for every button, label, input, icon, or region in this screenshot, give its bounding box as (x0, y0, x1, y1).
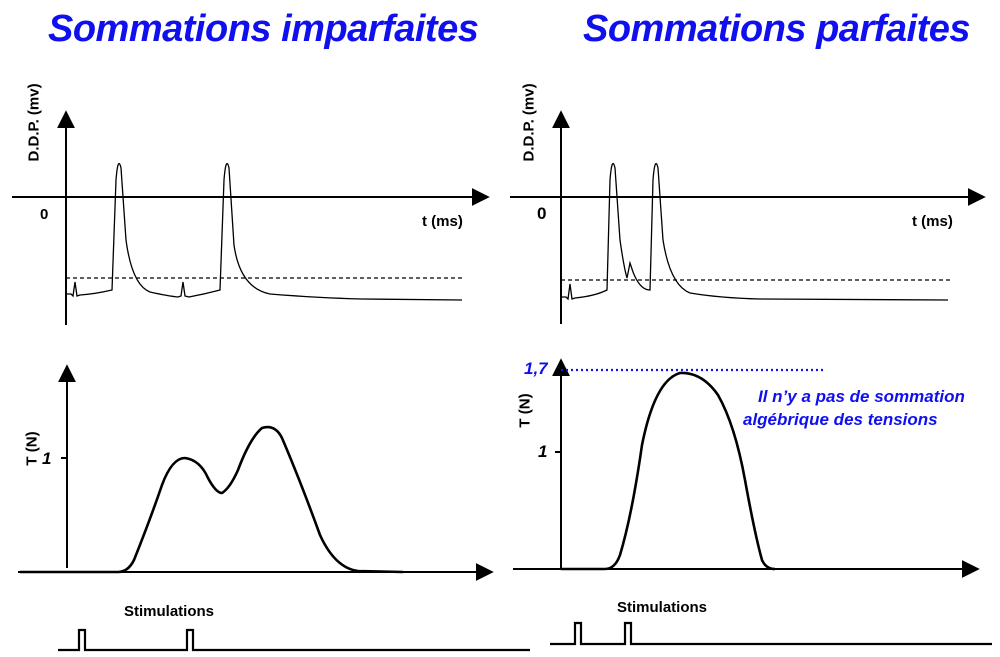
right-action-potential-trace (561, 162, 949, 301)
left-action-potential-trace (66, 162, 463, 301)
right-tick-1-label: 1 (538, 442, 548, 461)
left-ddp-label: D.D.P. (mv) (25, 83, 43, 162)
left-stimulations-label: Stimulations (124, 603, 215, 620)
left-zero-label: 0 (40, 206, 49, 223)
left-stimulation-trace (58, 628, 530, 652)
left-tick-1-label: 1 (42, 449, 52, 468)
left-tension-label: T (N) (23, 431, 41, 466)
left-title: Sommations imparfaites (48, 8, 479, 50)
left-tension-axes (18, 364, 494, 581)
left-tension-curve (20, 425, 404, 574)
right-time-label: t (ms) (912, 213, 953, 230)
right-title: Sommations parfaites (583, 8, 971, 50)
left-time-label: t (ms) (422, 213, 463, 230)
right-ddp-axes (510, 110, 986, 324)
right-zero-label: 0 (537, 204, 547, 223)
right-ddp-label: D.D.P. (mv) (520, 83, 538, 162)
right-stimulations-label: Stimulations (617, 599, 708, 616)
right-note-line1: Il n’y a pas de sommation (758, 387, 965, 406)
right-stimulation-trace (550, 621, 992, 646)
left-ddp-axes (12, 110, 490, 325)
right-tension-curve (561, 371, 776, 571)
right-tension-label: T (N) (516, 393, 534, 428)
right-note-line2: algébrique des tensions (743, 410, 938, 429)
right-tick-17-label: 1,7 (524, 359, 548, 378)
